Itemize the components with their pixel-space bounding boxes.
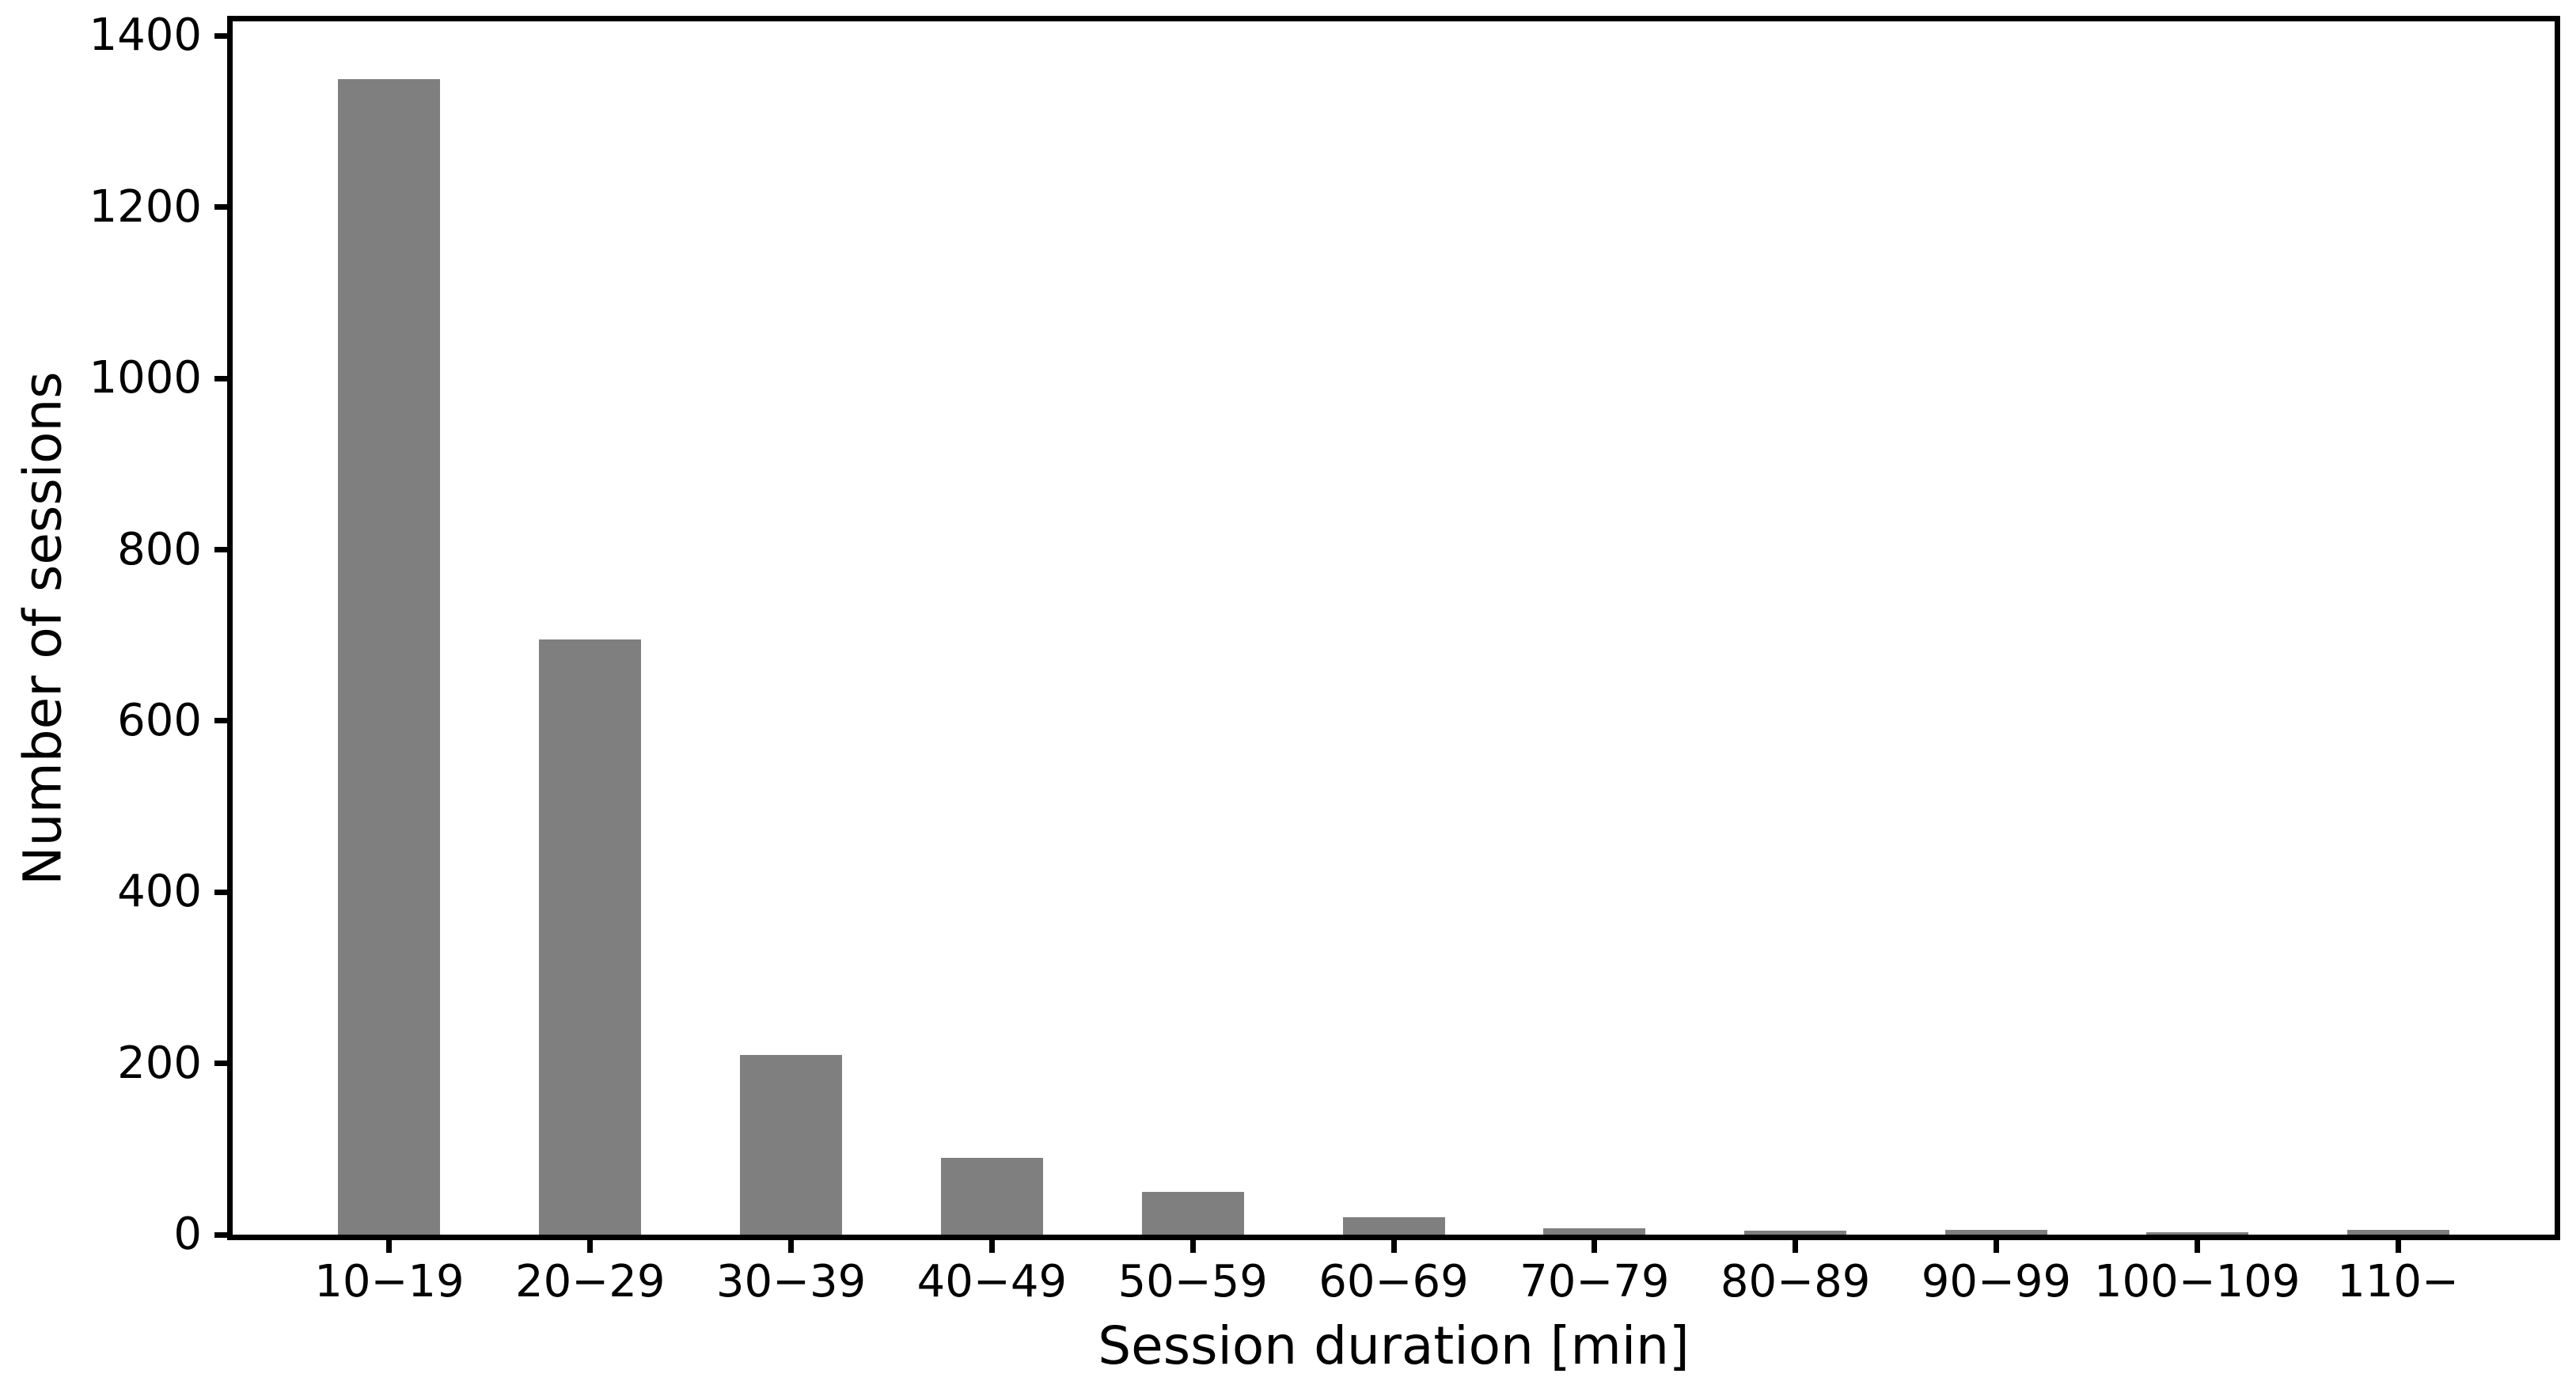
y-tick-mark bbox=[214, 1061, 227, 1067]
x-tick-mark bbox=[1793, 1240, 1799, 1253]
bar-10−19 bbox=[338, 78, 441, 1235]
x-tick-label: 10−19 bbox=[314, 1256, 465, 1307]
y-tick-mark bbox=[214, 547, 227, 552]
x-tick-label: 100−109 bbox=[2093, 1256, 2301, 1307]
x-axis-title: Session duration [min] bbox=[1098, 1315, 1690, 1376]
bars-layer bbox=[233, 21, 2555, 1235]
y-tick-mark bbox=[214, 32, 227, 39]
bar-100−109 bbox=[2145, 1231, 2248, 1235]
x-tick-label: 20−29 bbox=[515, 1256, 666, 1307]
x-tick-mark bbox=[587, 1240, 594, 1253]
bar-60−69 bbox=[1342, 1217, 1445, 1235]
x-tick-mark bbox=[2194, 1240, 2200, 1253]
x-tick-mark bbox=[386, 1240, 393, 1253]
y-tick-label: 600 bbox=[117, 694, 202, 746]
bar-50−59 bbox=[1141, 1191, 1244, 1235]
y-tick-mark bbox=[214, 375, 227, 381]
y-axis-title-text: Number of sessions bbox=[13, 370, 74, 886]
bar-110− bbox=[2346, 1229, 2449, 1235]
y-tick-mark bbox=[214, 718, 227, 724]
y-tick-label: 200 bbox=[117, 1037, 202, 1089]
y-tick-label: 400 bbox=[117, 866, 202, 918]
x-tick-mark bbox=[1592, 1240, 1598, 1253]
bar-40−49 bbox=[940, 1157, 1043, 1235]
x-tick-label: 90−99 bbox=[1921, 1256, 2072, 1307]
x-tick-mark bbox=[1189, 1240, 1196, 1253]
x-tick-label: 60−69 bbox=[1318, 1256, 1469, 1307]
bar-80−89 bbox=[1744, 1230, 1847, 1235]
y-tick-mark bbox=[214, 204, 227, 211]
x-tick-mark bbox=[2395, 1240, 2401, 1253]
y-tick-label: 1000 bbox=[89, 352, 202, 404]
x-tick-mark bbox=[988, 1240, 995, 1253]
y-tick-label: 1400 bbox=[89, 9, 202, 62]
x-tick-label: 110− bbox=[2337, 1256, 2459, 1307]
x-tick-label: 80−89 bbox=[1720, 1256, 1871, 1307]
x-tick-mark bbox=[1993, 1240, 1999, 1253]
y-tick-mark bbox=[214, 889, 227, 895]
x-tick-label: 30−39 bbox=[715, 1256, 867, 1307]
plot-area bbox=[227, 16, 2560, 1240]
bar-20−29 bbox=[539, 639, 642, 1235]
x-tick-label: 40−49 bbox=[916, 1256, 1068, 1307]
x-tick-label: 70−79 bbox=[1519, 1256, 1670, 1307]
bar-70−79 bbox=[1543, 1228, 1646, 1235]
y-tick-mark bbox=[214, 1231, 227, 1238]
y-tick-label: 0 bbox=[173, 1209, 202, 1260]
bar-90−99 bbox=[1944, 1229, 2047, 1235]
x-tick-label: 50−59 bbox=[1117, 1256, 1268, 1307]
bar-30−39 bbox=[740, 1054, 843, 1235]
y-tick-label: 1200 bbox=[89, 180, 202, 233]
x-tick-mark bbox=[788, 1240, 795, 1253]
x-tick-mark bbox=[1390, 1240, 1397, 1253]
y-tick-label: 800 bbox=[117, 523, 202, 575]
